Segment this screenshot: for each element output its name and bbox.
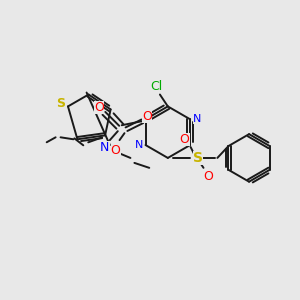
Text: O: O [111, 143, 121, 157]
Text: O: O [94, 101, 104, 114]
Text: S: S [193, 151, 202, 165]
Text: N: N [193, 114, 201, 124]
Text: S: S [56, 97, 65, 110]
Text: N: N [134, 140, 143, 150]
Text: O: O [142, 110, 152, 123]
Text: O: O [180, 133, 190, 146]
Text: H: H [112, 144, 121, 154]
Text: O: O [203, 170, 213, 183]
Text: N: N [100, 140, 110, 154]
Text: Cl: Cl [150, 80, 162, 93]
